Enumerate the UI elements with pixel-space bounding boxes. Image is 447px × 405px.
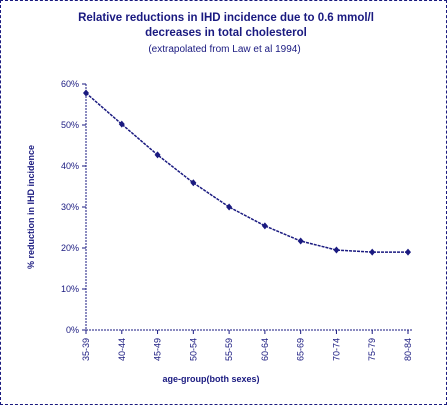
data-point xyxy=(297,237,304,245)
x-tick-label: 70-74 xyxy=(331,338,341,361)
x-tick-label: 40-44 xyxy=(117,338,127,361)
y-tick-label: 30% xyxy=(61,202,79,212)
data-point xyxy=(369,248,376,256)
data-point xyxy=(83,89,89,97)
y-tick-label: 10% xyxy=(61,284,79,294)
y-tick-label: 0% xyxy=(66,325,79,335)
data-point xyxy=(190,179,197,187)
y-tick-label: 40% xyxy=(61,161,79,171)
y-tick-label: 50% xyxy=(61,120,79,130)
x-axis-label: age-group(both sexes) xyxy=(162,374,259,384)
x-tick-label: 45-49 xyxy=(153,338,163,361)
data-point xyxy=(333,246,340,254)
chart-title: Relative reductions in IHD incidence due… xyxy=(78,12,374,39)
data-point xyxy=(154,151,161,159)
x-tick-label: 50-54 xyxy=(188,338,198,361)
x-tick-label: 75-79 xyxy=(367,338,377,361)
x-tick-label: 60-64 xyxy=(260,338,270,361)
y-axis-label: % reduction in IHD incidence xyxy=(26,145,36,269)
y-tick-label: 20% xyxy=(61,243,79,253)
x-tick-label: 80-84 xyxy=(403,338,413,361)
x-tick-label: 65-69 xyxy=(296,338,306,361)
chart-subtitle: (extrapolated from Law et al 1994) xyxy=(148,44,301,55)
data-point xyxy=(405,248,411,256)
x-tick-label: 35-39 xyxy=(81,338,91,361)
x-tick-label: 55-59 xyxy=(224,338,234,361)
data-line xyxy=(85,92,408,253)
data-point xyxy=(118,120,125,128)
y-tick-label: 60% xyxy=(61,79,79,89)
data-point xyxy=(261,222,268,230)
data-point xyxy=(226,203,233,211)
